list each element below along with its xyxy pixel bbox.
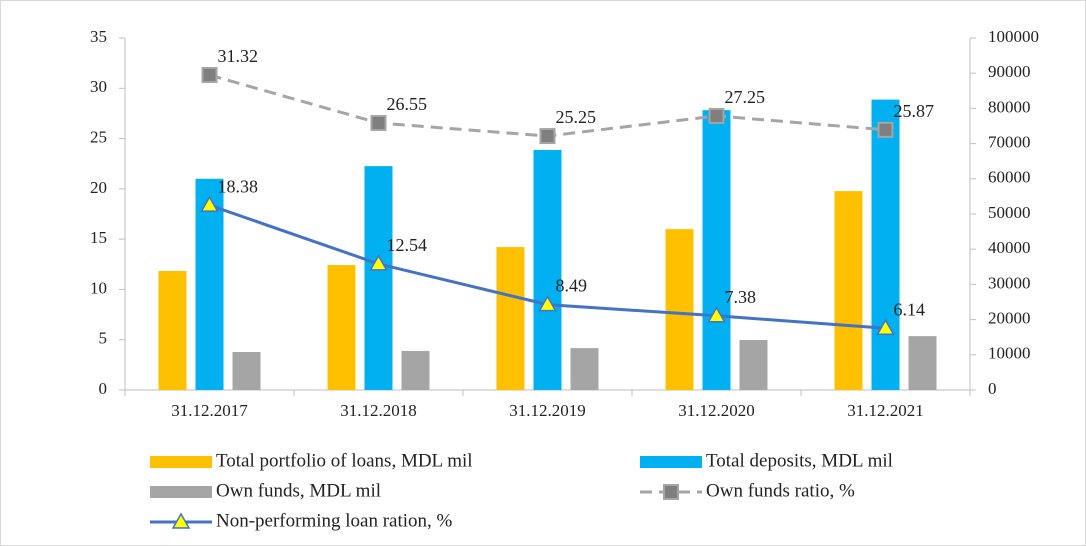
data-label: 31.32 <box>218 46 259 66</box>
y2-tick-label: 10000 <box>988 344 1031 363</box>
marker <box>171 512 191 529</box>
bar <box>496 247 525 390</box>
y2-tick-label: 30000 <box>988 273 1031 292</box>
marker <box>877 121 894 138</box>
legend-swatch <box>150 486 212 498</box>
data-label: 26.55 <box>387 94 428 114</box>
data-label: 18.38 <box>218 176 259 196</box>
data-label: 25.87 <box>894 101 935 121</box>
data-label: 12.54 <box>387 235 428 255</box>
bar <box>908 336 937 390</box>
data-label: 27.25 <box>725 87 766 107</box>
x-tick-label: 31.12.2021 <box>847 401 924 420</box>
marker <box>538 295 557 312</box>
x-tick-label: 31.12.2020 <box>678 401 755 420</box>
legend-swatch <box>150 456 212 468</box>
marker <box>707 306 726 323</box>
marker <box>200 195 219 212</box>
x-tick-label: 31.12.2017 <box>171 401 248 420</box>
bar <box>327 265 356 390</box>
marker <box>369 254 388 271</box>
bar <box>364 166 393 390</box>
data-label: 6.14 <box>894 299 926 319</box>
marker <box>663 484 679 500</box>
bar <box>871 99 900 390</box>
data-label: 8.49 <box>556 276 588 296</box>
y-tick-label: 30 <box>90 77 107 96</box>
legend-label: Non-performing loan ration, % <box>216 510 453 531</box>
bar <box>401 350 430 390</box>
marker <box>370 114 387 131</box>
bar <box>702 110 731 390</box>
marker <box>876 318 895 335</box>
y2-tick-label: 40000 <box>988 238 1031 257</box>
bar <box>834 191 863 390</box>
legend-swatch <box>640 456 702 468</box>
bar <box>570 348 599 390</box>
legend-label: Own funds ratio, % <box>706 480 855 501</box>
bar <box>195 178 224 390</box>
bar <box>533 149 562 390</box>
y2-tick-label: 20000 <box>988 309 1031 328</box>
bar <box>158 271 187 390</box>
y2-tick-label: 90000 <box>988 62 1031 81</box>
bar <box>665 229 694 390</box>
x-tick-label: 31.12.2018 <box>340 401 417 420</box>
y-tick-label: 0 <box>99 379 108 398</box>
x-tick-label: 31.12.2019 <box>509 401 586 420</box>
bar <box>232 351 261 390</box>
marker <box>708 107 725 124</box>
marker <box>201 67 218 84</box>
y-tick-label: 25 <box>90 127 107 146</box>
y-tick-label: 35 <box>90 27 107 46</box>
y2-tick-label: 70000 <box>988 133 1031 152</box>
data-label: 7.38 <box>725 287 757 307</box>
y-tick-label: 10 <box>90 278 107 297</box>
y2-tick-label: 50000 <box>988 203 1031 222</box>
y2-tick-label: 100000 <box>988 27 1039 46</box>
legend-label: Total deposits, MDL mil <box>706 450 893 471</box>
legend-label: Total portfolio of loans, MDL mil <box>216 450 473 471</box>
marker <box>539 128 556 145</box>
y2-tick-label: 60000 <box>988 168 1031 187</box>
y2-tick-label: 0 <box>988 379 997 398</box>
data-label: 25.25 <box>556 107 597 127</box>
bar <box>739 340 768 390</box>
y-tick-label: 5 <box>99 329 108 348</box>
y-tick-label: 20 <box>90 178 107 197</box>
legend-label: Own funds, MDL mil <box>216 480 381 501</box>
y-tick-label: 15 <box>90 228 107 247</box>
y2-tick-label: 80000 <box>988 97 1031 116</box>
